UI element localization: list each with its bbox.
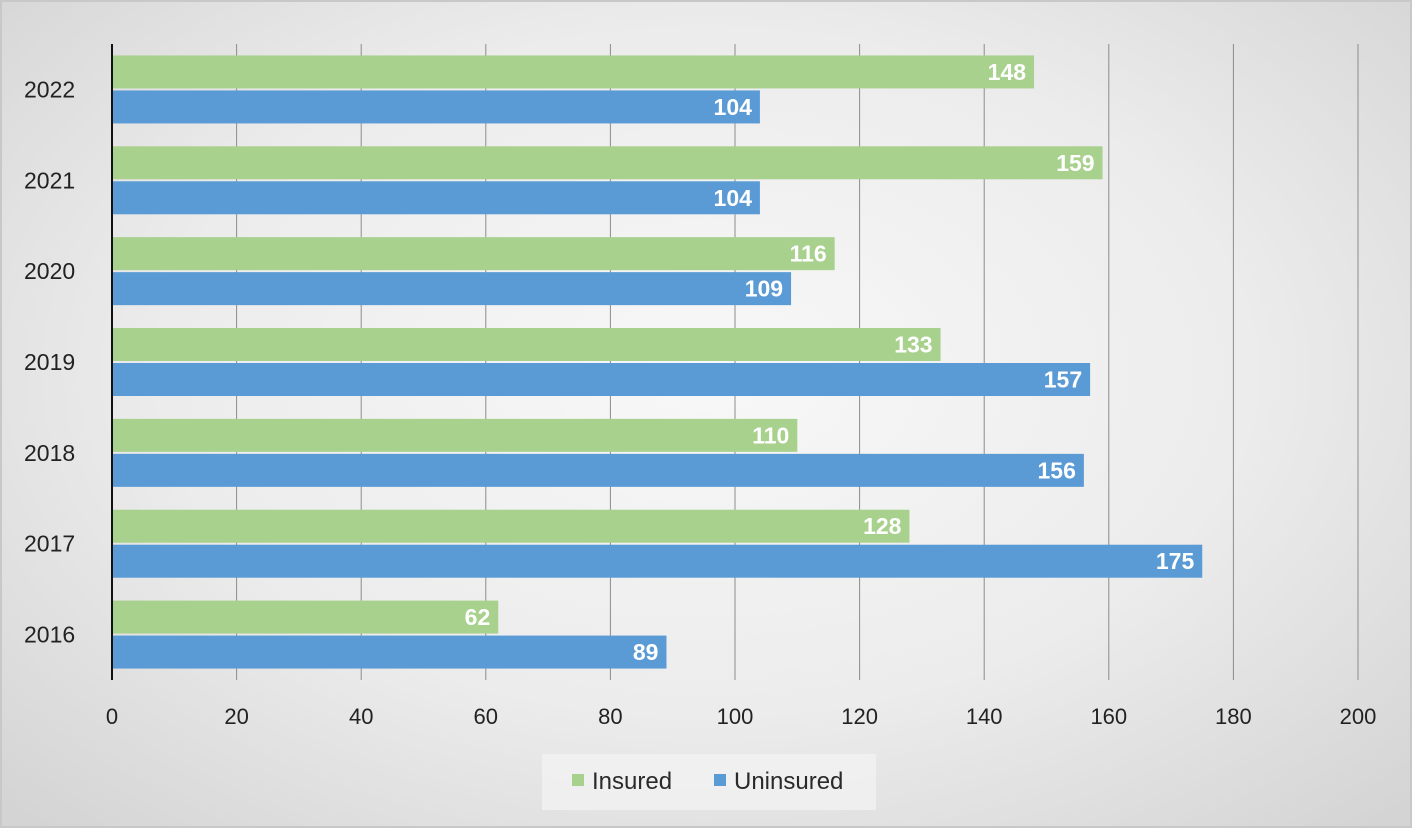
category-label: 2017: [24, 531, 75, 557]
x-tick-label: 40: [349, 704, 373, 729]
data-label: 104: [714, 94, 753, 120]
bar-insured-2022: [112, 55, 1035, 89]
data-label: 109: [745, 276, 783, 302]
data-label: 128: [863, 513, 902, 539]
data-label: 156: [1038, 457, 1076, 483]
bar-uninsured-2022: [112, 90, 760, 124]
bar-uninsured-2017: [112, 544, 1203, 578]
data-label: 157: [1044, 367, 1082, 393]
data-label: 148: [988, 59, 1027, 85]
x-tick-label: 20: [224, 704, 248, 729]
bar-insured-2021: [112, 146, 1103, 180]
bar-uninsured-2016: [112, 635, 667, 669]
category-label: 2022: [24, 76, 75, 102]
bar-uninsured-2021: [112, 181, 760, 215]
bar-uninsured-2018: [112, 453, 1084, 487]
legend: Insured Uninsured: [542, 754, 876, 810]
x-tick-label: 120: [841, 704, 878, 729]
data-label: 175: [1156, 548, 1195, 574]
data-label: 116: [790, 241, 827, 267]
x-tick-labels: 0 20 40 60 80 100 120 140 160 180 200: [106, 704, 1376, 729]
legend-label-uninsured: Uninsured: [734, 768, 843, 795]
bars: 62 89 128 175 110 156 133 157 116 109 159 104 148 104: [112, 55, 1203, 669]
x-tick-label: 200: [1340, 704, 1377, 729]
bar-insured-2018: [112, 418, 798, 452]
x-tick-label: 160: [1090, 704, 1127, 729]
legend-swatch-uninsured: [714, 774, 726, 786]
legend-label-insured: Insured: [592, 768, 672, 795]
legend-swatch-insured: [572, 774, 584, 786]
bar-uninsured-2020: [112, 272, 792, 306]
category-label: 2016: [24, 622, 75, 648]
x-tick-label: 80: [598, 704, 622, 729]
bar-insured-2017: [112, 509, 910, 543]
x-tick-label: 60: [474, 704, 498, 729]
x-tick-label: 0: [106, 704, 118, 729]
data-label: 133: [894, 332, 932, 358]
data-label: 89: [633, 639, 659, 665]
category-labels: 2016 2017 2018 2019 2020 2021 2022: [24, 76, 75, 647]
category-label: 2019: [24, 349, 75, 375]
gridlines: [236, 44, 1359, 680]
bar-insured-2020: [112, 237, 835, 271]
data-label: 104: [714, 185, 753, 211]
bar-insured-2019: [112, 328, 941, 361]
data-label: 62: [465, 604, 491, 630]
category-label: 2021: [24, 167, 75, 193]
bar-insured-2016: [112, 600, 499, 634]
x-tick-label: 100: [717, 704, 754, 729]
x-tick-label: 140: [966, 704, 1003, 729]
data-label: 110: [752, 422, 789, 448]
data-label: 159: [1056, 150, 1094, 176]
category-label: 2018: [24, 440, 75, 466]
x-tick-label: 180: [1215, 704, 1252, 729]
legend-box: [542, 754, 876, 810]
category-label: 2020: [24, 258, 75, 284]
bar-uninsured-2019: [112, 363, 1091, 396]
